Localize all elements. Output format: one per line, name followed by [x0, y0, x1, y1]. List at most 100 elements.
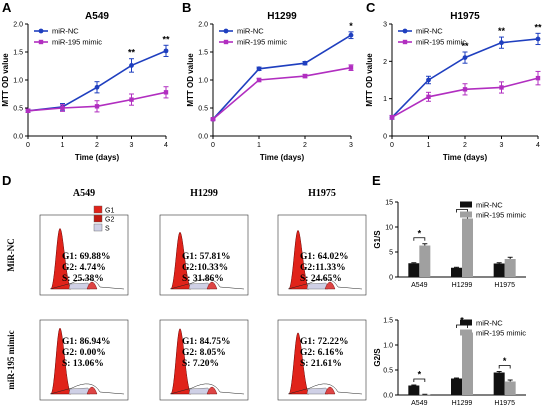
legend-swatch	[460, 211, 472, 218]
g2-peak	[324, 386, 336, 395]
legend-label: miR-NC	[237, 27, 264, 36]
legend-label: miR-195 mimic	[476, 329, 526, 338]
bar	[504, 259, 516, 277]
series-1	[25, 86, 169, 113]
y-tick-label: 5	[389, 250, 393, 257]
y-axis-label: G1/S	[373, 230, 382, 249]
y-axis-label: MTT OD value	[186, 53, 195, 107]
data-point	[94, 104, 100, 109]
phase-stat-g2: G2:10.33%	[182, 263, 228, 273]
data-point	[426, 77, 431, 83]
data-point	[210, 117, 216, 122]
phase-stat-g1: G1: 57.81%	[182, 252, 231, 262]
chart-title: H1975	[450, 11, 480, 22]
data-point	[94, 84, 100, 90]
y-tick-label: 0.0	[383, 393, 393, 400]
bar	[493, 372, 505, 395]
data-point	[302, 60, 308, 66]
data-point	[256, 77, 262, 83]
line-chart-0: A549 0.0 0.5 1.0 1.5 2.0 0 1 2 3 4 Time (days) MTT O…	[1, 11, 170, 162]
histogram-1-1: G1: 84.75%G2: 8.05%S: 7.20%	[159, 319, 249, 401]
series-0	[389, 32, 541, 120]
x-tick-label: 4	[164, 142, 168, 149]
legend-marker	[38, 28, 44, 34]
y-tick-label: 0.0	[198, 134, 208, 141]
s-phase-region	[306, 282, 329, 290]
histogram-0-0: G1: 69.88%G2: 4.74%S: 25.38%	[39, 214, 129, 296]
y-tick-label: 1	[383, 96, 387, 103]
significance-bracket: *	[498, 356, 511, 369]
data-point	[462, 87, 468, 92]
y-tick-label: 0.5	[383, 368, 393, 375]
legend-label: miR-195 mimic	[237, 38, 287, 47]
bracket-line	[413, 378, 426, 382]
histogram-1-2: G1: 72.22%G2: 6.16%S: 21.61%	[277, 319, 367, 401]
y-tick-label: 1.0	[13, 78, 23, 85]
significance-mark: *	[418, 370, 422, 380]
g1-peak	[288, 230, 310, 290]
category-label: A549	[411, 282, 427, 289]
data-point	[60, 105, 65, 111]
g1-peak	[170, 231, 192, 290]
fit-curve	[287, 278, 363, 290]
phase-stat-g2: G2: 4.74%	[62, 263, 106, 273]
bar	[419, 245, 431, 277]
category-label: H1975	[494, 400, 515, 407]
g2-peak	[86, 386, 98, 395]
category-label: H1299	[452, 400, 473, 407]
x-tick-label: 4	[536, 142, 540, 149]
phase-stat-g2: G2: 0.00%	[62, 348, 106, 358]
data-point	[426, 94, 431, 99]
histogram-0-2: G1: 64.02%G2:11.33%S: 24.65%	[277, 214, 367, 296]
flow-legend-swatch	[93, 214, 103, 223]
fit-curve	[49, 383, 125, 395]
significance-mark: **	[128, 48, 136, 58]
bar-chart-4: 0.00.51.01.5G2/SA549H1299H1975***miR-NCm…	[373, 316, 526, 408]
bar	[451, 267, 462, 277]
data-point	[348, 65, 354, 70]
bracket-line	[498, 365, 511, 369]
flow-column-title: H1975	[308, 188, 336, 199]
x-tick-label: 3	[349, 142, 353, 149]
s-phase-region	[188, 387, 211, 395]
data-point	[535, 36, 541, 42]
y-tick-label: 0	[383, 134, 387, 141]
bar	[408, 385, 420, 395]
x-axis-label: Time (days)	[260, 153, 305, 162]
data-point	[129, 63, 134, 68]
y-tick-label: 2.0	[13, 22, 23, 29]
legend-marker	[38, 39, 44, 45]
data-point	[389, 115, 395, 120]
phase-stat-g1: G1: 72.22%	[300, 337, 349, 347]
legend-swatch	[460, 329, 472, 336]
legend-marker	[223, 28, 229, 34]
phase-stat-g1: G1: 64.02%	[300, 252, 349, 262]
line-chart-2: H1975 0 1 2 3 0 1 2 3 4 Time (days) MTT OD value ** *…	[365, 11, 542, 162]
histogram-0-1: G1: 57.81%G2:10.33%S: 31.86%	[159, 214, 249, 296]
flow-legend-swatch	[93, 223, 103, 232]
bar	[408, 263, 420, 277]
series-line	[212, 66, 352, 120]
panel-letter-a: A	[2, 0, 12, 15]
x-axis-label: Time (days)	[443, 153, 488, 162]
legend-swatch	[460, 201, 472, 208]
line-chart-1: H1299 0.0 0.5 1.0 1.5 2.0 0 1 2 3 Time (days) MTT O…	[186, 11, 354, 162]
legend-label: miR-195 mimic	[52, 38, 102, 47]
legend-marker	[402, 28, 408, 34]
x-tick-label: 0	[26, 142, 30, 149]
y-tick-label: 1.0	[383, 343, 393, 350]
panel-letter-b: B	[182, 0, 191, 15]
y-tick-label: 1.5	[198, 50, 208, 57]
panel-letter-e: E	[372, 173, 381, 188]
data-point	[499, 40, 504, 46]
x-tick-label: 0	[211, 142, 215, 149]
phase-stat-g2: G2: 8.05%	[182, 348, 226, 358]
y-tick-label: 2.0	[198, 22, 208, 29]
y-tick-label: 0	[389, 275, 393, 282]
g1-peak	[170, 328, 192, 395]
cell-cycle-bar-charts: 051015G1/SA549H1299H1975**miR-NCmiR-195 …	[373, 200, 526, 408]
y-tick-label: 15	[385, 200, 393, 207]
y-axis-label: MTT OD value	[1, 53, 10, 107]
s-phase-region	[68, 387, 91, 395]
